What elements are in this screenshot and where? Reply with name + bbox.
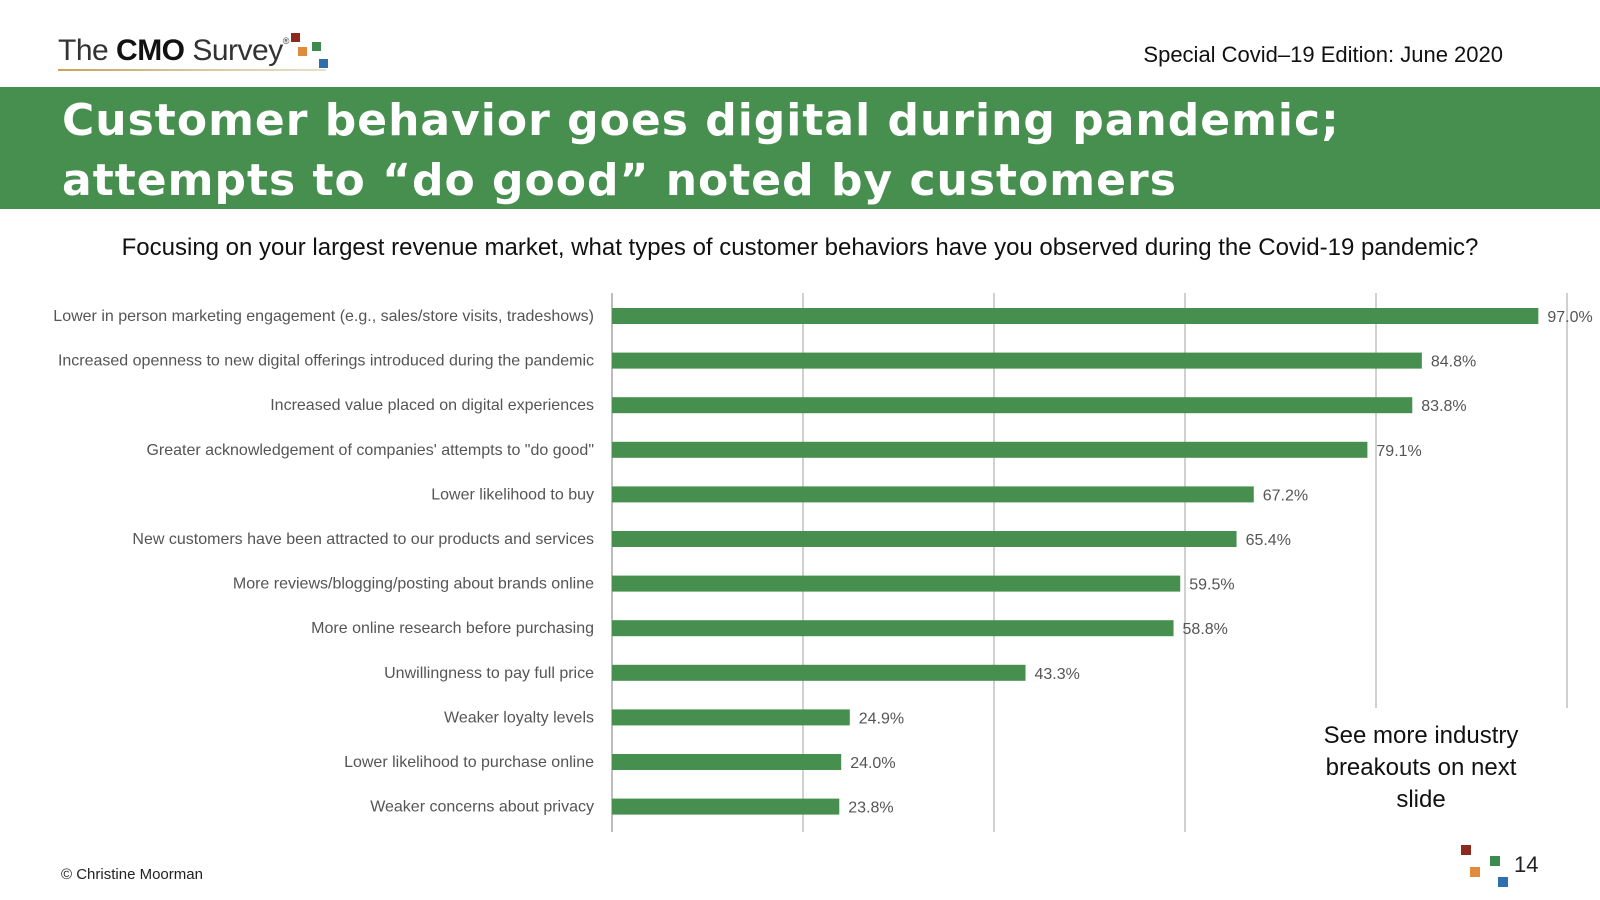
category-label-7: More reviews/blogging/posting about bran… bbox=[233, 576, 594, 593]
bar-11 bbox=[612, 754, 842, 770]
category-label-9: Unwillingness to pay full price bbox=[384, 665, 594, 682]
category-label-8: More online research before purchasing bbox=[311, 620, 594, 637]
value-label-12: 23.8% bbox=[848, 800, 893, 817]
survey-question: Focusing on your largest revenue market,… bbox=[121, 234, 1479, 261]
logo-square-orange-icon bbox=[298, 47, 307, 56]
bar-6 bbox=[612, 531, 1237, 547]
category-label-12: Weaker concerns about privacy bbox=[370, 799, 594, 816]
category-label-3: Increased value placed on digital experi… bbox=[270, 397, 594, 414]
value-label-10: 24.9% bbox=[859, 710, 904, 727]
logo-the: The bbox=[58, 34, 117, 67]
bar-7 bbox=[612, 575, 1181, 592]
bar-5 bbox=[612, 486, 1254, 503]
slide-title: Customer behavior goes digital during pa… bbox=[62, 95, 1340, 206]
value-label-4: 79.1% bbox=[1376, 443, 1421, 460]
value-label-9: 43.3% bbox=[1035, 666, 1080, 683]
logo-cmo: CMO bbox=[116, 34, 185, 67]
logo-wordmark: The CMO Survey® bbox=[58, 34, 289, 68]
edition-label: Special Covid–19 Edition: June 2020 bbox=[1143, 42, 1503, 67]
behavior-bar-chart: Lower in person marketing engagement (e.… bbox=[0, 290, 1600, 835]
logo-square-green-icon bbox=[312, 42, 321, 51]
value-label-1: 97.0% bbox=[1547, 309, 1592, 326]
bar-2 bbox=[612, 352, 1422, 369]
category-label-5: Lower likelihood to buy bbox=[431, 486, 594, 503]
category-label-11: Lower likelihood to purchase online bbox=[344, 754, 594, 771]
logo-registered-mark: ® bbox=[282, 36, 290, 46]
value-label-3: 83.8% bbox=[1421, 398, 1466, 415]
title-banner: Customer behavior goes digital during pa… bbox=[0, 87, 1600, 209]
logo-survey: Survey bbox=[184, 34, 283, 67]
logo-square-blue-icon bbox=[319, 59, 328, 68]
footer-square-orange-icon bbox=[1470, 867, 1480, 877]
cmo-survey-logo: The CMO Survey® bbox=[58, 33, 348, 74]
bar-8 bbox=[612, 620, 1174, 637]
bar-4 bbox=[612, 441, 1368, 458]
bar-10 bbox=[612, 709, 850, 726]
footer-square-green-icon bbox=[1490, 856, 1500, 866]
chart-svg: Lower in person marketing engagement (e.… bbox=[53, 293, 1593, 832]
category-label-2: Increased openness to new digital offeri… bbox=[58, 353, 594, 370]
industry-breakouts-note: See more industry breakouts on next slid… bbox=[1316, 718, 1526, 818]
category-label-1: Lower in person marketing engagement (e.… bbox=[53, 308, 594, 325]
category-label-10: Weaker loyalty levels bbox=[444, 709, 594, 726]
footer-square-red-icon bbox=[1461, 845, 1471, 855]
page-number: 14 bbox=[1514, 852, 1539, 877]
value-label-2: 84.8% bbox=[1431, 354, 1476, 371]
value-label-6: 65.4% bbox=[1246, 532, 1291, 549]
bar-12 bbox=[612, 798, 840, 815]
category-label-6: New customers have been attracted to our… bbox=[132, 531, 594, 548]
bar-1 bbox=[612, 308, 1539, 324]
value-label-11: 24.0% bbox=[850, 755, 895, 772]
footer-square-blue-icon bbox=[1498, 877, 1508, 887]
logo-square-red-icon bbox=[291, 33, 300, 42]
logo-underline bbox=[58, 69, 326, 71]
value-label-7: 59.5% bbox=[1189, 577, 1234, 594]
value-label-5: 67.2% bbox=[1263, 487, 1308, 504]
value-label-8: 58.8% bbox=[1183, 621, 1228, 638]
bar-9 bbox=[612, 664, 1026, 681]
category-label-4: Greater acknowledgement of companies' at… bbox=[146, 442, 594, 459]
bar-3 bbox=[612, 397, 1413, 414]
copyright: © Christine Moorman bbox=[61, 866, 203, 883]
